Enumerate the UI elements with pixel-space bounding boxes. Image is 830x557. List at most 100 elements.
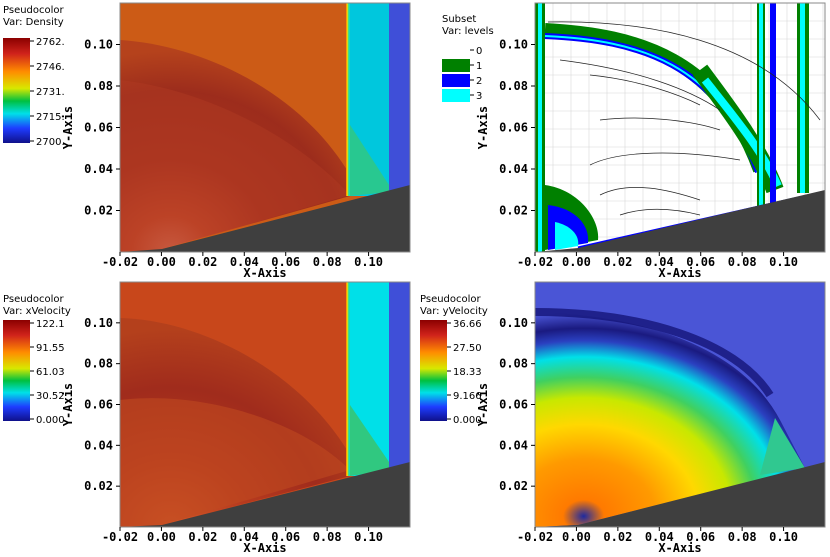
colorbar-tick-label: 91.55 — [36, 343, 65, 354]
y-axis-label: Y-Axis — [61, 383, 75, 426]
y-axis-label: Y-Axis — [476, 106, 490, 149]
levels-legend-var: Var: levels — [442, 26, 494, 37]
yvelocity-legend-var: Var: yVelocity — [420, 306, 488, 317]
levels-left-strip-inner — [538, 3, 542, 252]
y-tick-label: 0.02 — [499, 204, 528, 218]
y-tick-label: 0.10 — [499, 316, 528, 330]
x-tick-label: 0.10 — [769, 530, 798, 544]
y-tick-label: 0.08 — [84, 357, 113, 371]
density-band-blue — [389, 3, 410, 193]
xvelocity-legend-title: Pseudocolor — [3, 294, 65, 305]
levels-axes: -0.02 0.00 0.02 0.04 0.06 0.08 0.10 0.02 0.04 0.0… — [476, 38, 798, 281]
yvelocity-shocked-region — [535, 312, 805, 527]
x-axis-label: X-Axis — [658, 266, 701, 280]
yvelocity-shock-front — [535, 308, 774, 398]
levels-legend-label: 0 — [476, 46, 482, 57]
x-tick-label: 0.04 — [645, 530, 674, 544]
levels-legend-label: 3 — [476, 91, 482, 102]
colorbar-tick-label: 61.03 — [36, 367, 65, 378]
density-inner-region — [120, 80, 350, 252]
x-tick-label: 0.04 — [230, 530, 259, 544]
y-tick-label: 0.06 — [499, 121, 528, 135]
colorbar-tick-label: 18.33 — [453, 367, 482, 378]
levels-contours — [547, 21, 821, 216]
y-tick-label: 0.08 — [84, 79, 113, 93]
y-tick-label: 0.02 — [499, 479, 528, 493]
density-shock-front — [346, 3, 350, 196]
y-tick-label: 0.06 — [84, 121, 113, 135]
x-tick-label: 0.02 — [603, 530, 632, 544]
xvelocity-legend: Pseudocolor Var: xVelocity 122.1 91.55 61.… — [3, 294, 71, 426]
y-axis-label: Y-Axis — [476, 383, 490, 426]
y-tick-label: 0.08 — [499, 79, 528, 93]
density-legend-var: Var: Density — [3, 17, 64, 28]
density-wall — [120, 185, 410, 252]
levels-front-strip-2 — [770, 3, 776, 203]
x-tick-label: 0.08 — [728, 530, 757, 544]
y-tick-label: 0.02 — [84, 204, 113, 218]
x-tick-label: 0.06 — [686, 255, 715, 269]
y-tick-label: 0.06 — [84, 398, 113, 412]
colorbar-tick-label: 122.1 — [36, 319, 65, 330]
x-tick-label: 0.00 — [562, 530, 591, 544]
levels-front-strip-1-inner — [759, 3, 763, 218]
x-axis-label: X-Axis — [658, 541, 701, 555]
x-tick-label: 0.02 — [188, 255, 217, 269]
density-plot — [120, 3, 410, 252]
xvelocity-reflected-wedge — [350, 405, 389, 476]
levels-front-strip-3-inner — [800, 3, 805, 193]
x-axis-label: X-Axis — [243, 541, 286, 555]
levels-mesh-grid — [535, 3, 825, 252]
colorbar-tick-label: 27.50 — [453, 343, 482, 354]
colorbar-tick-label: 2731. — [36, 87, 65, 98]
x-tick-label: 0.00 — [147, 255, 176, 269]
x-tick-label: 0.08 — [728, 255, 757, 269]
y-tick-label: 0.04 — [84, 162, 113, 176]
levels-wall — [535, 190, 825, 252]
colorbar-tick-label: 2746. — [36, 62, 65, 73]
xvelocity-plot — [120, 282, 410, 527]
levels-legend-label: 1 — [476, 61, 482, 72]
colorbar-tick-label: 30.52 — [36, 391, 65, 402]
x-tick-label: 0.02 — [603, 255, 632, 269]
x-tick-label: 0.00 — [147, 530, 176, 544]
colorbar-tick-label: 36.66 — [453, 319, 482, 330]
x-tick-label: 0.00 — [562, 255, 591, 269]
y-tick-label: 0.04 — [499, 438, 528, 452]
y-tick-label: 0.04 — [84, 438, 113, 452]
y-tick-label: 0.04 — [499, 162, 528, 176]
density-legend-title: Pseudocolor — [3, 5, 65, 16]
xvelocity-lower-region — [120, 398, 350, 527]
levels-legend-swatch — [442, 89, 470, 102]
yvelocity-reflected-wedge — [760, 418, 805, 475]
levels-legend-swatch — [442, 59, 470, 72]
x-tick-label: 0.06 — [271, 530, 300, 544]
y-tick-label: 0.08 — [499, 357, 528, 371]
xvelocity-shock-front — [346, 282, 350, 476]
xvelocity-axes: -0.02 0.00 0.02 0.04 0.06 0.08 0.10 0.02 0.04 0.0… — [61, 316, 383, 555]
colorbar-tick-label: 9.166 — [453, 391, 482, 402]
x-tick-label: -0.02 — [517, 530, 553, 544]
x-tick-label: 0.04 — [230, 255, 259, 269]
levels-corner-blob-inner — [555, 222, 579, 250]
colorbar-tick-label: 2715. — [36, 112, 65, 123]
y-tick-label: 0.10 — [84, 316, 113, 330]
levels-legend-label: 2 — [476, 76, 482, 87]
colorbar-tick-label: 2762. — [36, 37, 65, 48]
x-tick-label: 0.06 — [271, 255, 300, 269]
x-tick-label: -0.02 — [102, 530, 138, 544]
x-tick-label: 0.08 — [313, 255, 342, 269]
levels-plot — [535, 3, 825, 252]
y-tick-label: 0.10 — [499, 38, 528, 52]
x-tick-label: 0.10 — [354, 255, 383, 269]
colorbar-tick-label: 0.000 — [36, 415, 65, 426]
y-axis-label: Y-Axis — [61, 106, 75, 149]
y-tick-label: 0.10 — [84, 38, 113, 52]
yvelocity-axes: -0.02 0.00 0.02 0.04 0.06 0.08 0.10 0.02 0.04 0.0… — [476, 316, 798, 555]
x-tick-label: 0.10 — [769, 255, 798, 269]
levels-legend-swatch — [441, 43, 471, 58]
yvelocity-wall — [535, 462, 825, 527]
levels-legend: Subset Var: levels 0 1 2 3 — [441, 14, 494, 102]
density-colorbar — [3, 38, 30, 143]
